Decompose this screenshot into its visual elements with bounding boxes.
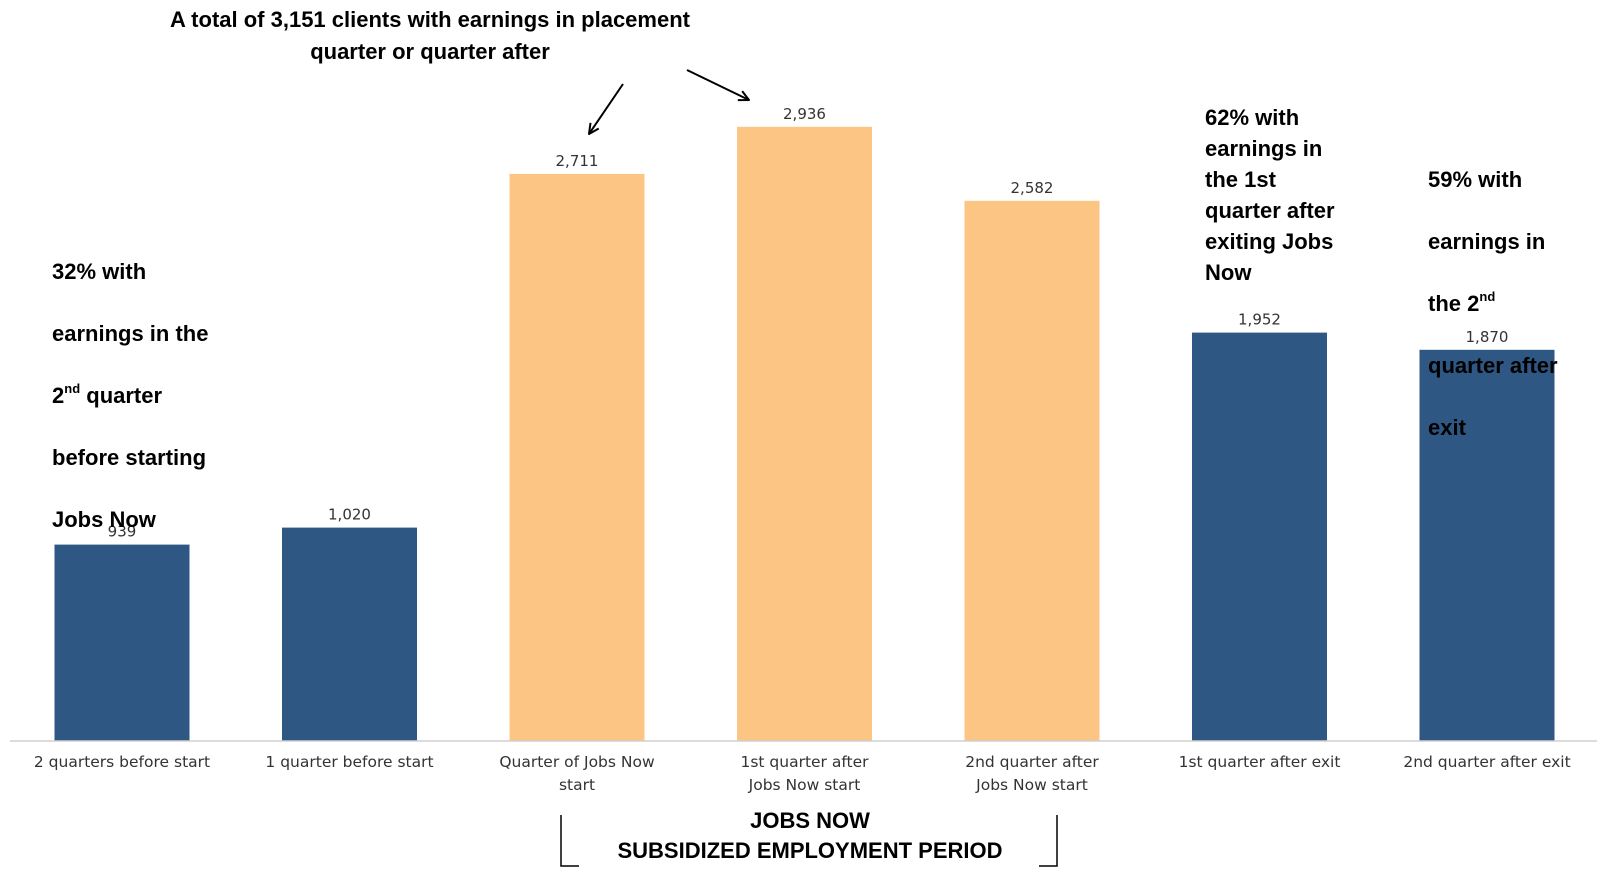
bar-2 bbox=[282, 527, 417, 741]
arrow-to-first-quarter-after-start bbox=[686, 69, 749, 100]
x-tick-label-4: 1st quarter after Jobs Now start bbox=[740, 753, 869, 794]
subsidized-period-label: JOBS NOW SUBSIDIZED EMPLOYMENT PERIOD bbox=[560, 806, 1060, 866]
bar-7 bbox=[1419, 349, 1555, 741]
x-tick-label-7: 2nd quarter after exit bbox=[1403, 753, 1570, 771]
x-tick-label-2: 1 quarter before start bbox=[265, 753, 433, 771]
pre-start-annotation: 32% with earnings in the 2nd quarter bef… bbox=[52, 259, 209, 532]
bar-6 bbox=[1192, 332, 1327, 741]
bar-4 bbox=[737, 126, 872, 742]
arrow-to-quarter-of-start bbox=[589, 83, 624, 134]
value-labels-group: 939 1,020 2,711 2,936 2,582 1,952 1,870 bbox=[108, 105, 1509, 541]
value-label-4: 2,936 bbox=[783, 105, 826, 123]
x-tick-label-6: 1st quarter after exit bbox=[1179, 753, 1341, 771]
period-bracket-right bbox=[1039, 815, 1058, 867]
placement-total-annotation: A total of 3,151 clients with earnings i… bbox=[170, 7, 690, 64]
bar-3 bbox=[509, 173, 645, 741]
second-after-exit-annotation: 59% with earnings in the 2nd quarter aft… bbox=[1428, 167, 1558, 440]
period-label-line1: JOBS NOW bbox=[750, 808, 870, 833]
value-label-5: 2,582 bbox=[1011, 179, 1054, 197]
bars-group bbox=[54, 126, 1555, 742]
bar-1 bbox=[54, 544, 190, 741]
x-tick-label-5: 2nd quarter after Jobs Now start bbox=[965, 753, 1099, 794]
value-label-3: 2,711 bbox=[556, 152, 599, 170]
value-label-1: 939 bbox=[108, 523, 137, 541]
bar-5 bbox=[964, 200, 1100, 742]
first-after-exit-annotation: 62% with earnings in the 1st quarter aft… bbox=[1205, 105, 1335, 285]
value-label-7: 1,870 bbox=[1466, 328, 1509, 346]
value-label-6: 1,952 bbox=[1238, 311, 1281, 329]
period-label-line2: SUBSIDIZED EMPLOYMENT PERIOD bbox=[617, 838, 1003, 863]
period-bracket-left bbox=[560, 815, 579, 867]
x-tick-labels-group: 2 quarters before start 1 quarter before … bbox=[34, 753, 1571, 794]
value-label-2: 1,020 bbox=[328, 506, 371, 524]
x-tick-label-3: Quarter of Jobs Now start bbox=[499, 753, 655, 794]
x-tick-label-1: 2 quarters before start bbox=[34, 753, 210, 771]
